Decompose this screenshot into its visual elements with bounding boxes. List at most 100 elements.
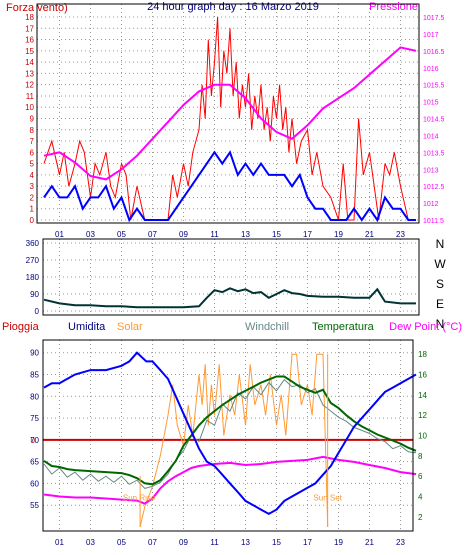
temperature-tick-label: 12: [418, 411, 427, 420]
temperature-axis-ticks: 55 60 65 70 75 80 85 90 2 4 6 8 10 12 14 16 18 01 03 05 07 09…: [30, 349, 427, 547]
humidity-tick-label: 65: [30, 458, 39, 467]
temperature-tick-label: 2: [418, 513, 423, 522]
pressure-tick-label: 1017: [423, 32, 439, 39]
temperature-tick-label: 4: [418, 493, 423, 502]
direction-series-layer: [43, 287, 416, 309]
hour-tick-label: 11: [210, 538, 219, 547]
compass-label: W: [434, 257, 446, 271]
compass-label: S: [436, 277, 444, 291]
pressure-tick-label: 1013.5: [423, 150, 445, 157]
pressure-tick-label: 1017.5: [423, 15, 445, 22]
pressure-tick-label: 1014: [423, 133, 439, 140]
wind-grid: [37, 4, 419, 223]
pressure-label: Pressione: [369, 1, 418, 13]
humidity-tick-label: 80: [30, 392, 39, 401]
direction-grid: [43, 239, 419, 315]
hour-tick-label: 13: [241, 230, 250, 239]
hour-tick-label: 21: [365, 538, 374, 547]
wind-tick-label: 1: [30, 205, 35, 214]
pressure-series-line: [43, 46, 417, 181]
direction-tick-label: 90: [30, 290, 39, 299]
hour-tick-label: 05: [117, 538, 126, 547]
wind-tick-label: 14: [25, 58, 34, 67]
hour-tick-label: 03: [86, 230, 95, 239]
direction-panel-frame: [42, 238, 420, 316]
pressure-tick-label: 1015: [423, 100, 439, 107]
wind-pressure-panel: Forza vento) 24 hour graph day : 16 Marz…: [6, 1, 445, 239]
wind-tick-label: 3: [30, 182, 35, 191]
wind-tick-label: 5: [30, 160, 35, 169]
hour-tick-label: 09: [179, 230, 188, 239]
legend-header-4: Windchill: [245, 321, 289, 333]
pressure-tick-label: 1012: [423, 201, 439, 208]
dewpoint-series-line: [43, 455, 417, 505]
humidity-series-line: [43, 351, 417, 516]
legend-header-6: Dew Point (°C): [389, 321, 462, 333]
hour-tick-label: 05: [117, 230, 126, 239]
legend-header-1: Pioggia: [2, 321, 40, 333]
legend-header-5: Temperatura: [312, 321, 375, 333]
temperature-panel-frame: [42, 339, 414, 532]
legend-header-2: Umidita: [68, 321, 106, 333]
humidity-tick-label: 85: [30, 371, 39, 380]
wind-tick-label: 9: [30, 115, 35, 124]
pressure-tick-label: 1013: [423, 167, 439, 174]
legend-header-3: Solar: [117, 321, 143, 333]
humidity-tick-label: 90: [30, 349, 39, 358]
humidity-tick-label: 60: [30, 479, 39, 488]
hour-tick-label: 07: [148, 538, 157, 547]
pressure-tick-label: 1016: [423, 66, 439, 73]
temperature-tick-label: 16: [418, 371, 427, 380]
wind-tick-label: 17: [25, 24, 34, 33]
wind-tick-label: 6: [30, 148, 35, 157]
hour-tick-label: 23: [396, 230, 405, 239]
direction-tick-label: 180: [26, 273, 40, 282]
temperature-tick-label: 8: [418, 452, 423, 461]
humidity-tick-label: 70: [30, 436, 39, 445]
wind-tick-label: 13: [25, 69, 34, 78]
temperature-panel: Pioggia Umidita Solar Windchill Temperatura D…: [2, 321, 462, 547]
pressure-tick-label: 1014.5: [423, 117, 445, 124]
wind-tick-label: 15: [25, 47, 34, 56]
graph-title: 24 hour graph day : 16 Marzo 2019: [147, 1, 319, 13]
wind-axis-ticks: 01234567891011121314151617181011.5101210…: [25, 13, 444, 239]
compass-label: N: [436, 237, 445, 251]
pressure-tick-label: 1012.5: [423, 184, 445, 191]
wind-tick-label: 0: [30, 216, 35, 225]
wind-tick-label: 12: [25, 81, 34, 90]
wind-avg-series-line: [43, 150, 416, 223]
hour-tick-label: 23: [396, 538, 405, 547]
hour-tick-label: 21: [365, 230, 374, 239]
compass-label: N: [436, 317, 445, 331]
temperature-legend: Pioggia Umidita Solar Windchill Temperatura D…: [2, 321, 462, 333]
humidity-tick-label: 55: [30, 501, 39, 510]
direction-tick-label: 360: [26, 239, 40, 248]
wind-tick-label: 7: [30, 137, 35, 146]
hour-tick-label: 11: [210, 230, 219, 239]
wind-tick-label: 11: [26, 92, 35, 101]
hour-tick-label: 07: [148, 230, 157, 239]
pressure-tick-label: 1015.5: [423, 83, 445, 90]
wind-tick-label: 18: [25, 13, 34, 22]
pressure-tick-label: 1011.5: [423, 218, 444, 225]
temperature-series-layer: [43, 351, 417, 528]
hour-tick-label: 15: [272, 230, 281, 239]
hour-tick-label: 17: [303, 538, 312, 547]
sunset-label: Sun Set: [313, 494, 342, 503]
direction-tick-label: 0: [35, 307, 40, 316]
rain-zero-label: 0: [31, 436, 36, 445]
wind-tick-label: 2: [30, 193, 35, 202]
pressure-tick-label: 1016.5: [423, 49, 445, 56]
humidity-tick-label: 75: [30, 414, 39, 423]
hour-tick-label: 01: [55, 538, 64, 547]
hour-tick-label: 19: [334, 538, 343, 547]
compass-label: E: [436, 297, 444, 311]
wind-tick-label: 8: [30, 126, 35, 135]
hour-tick-label: 13: [241, 538, 250, 547]
wind-series-layer: [43, 16, 417, 223]
temperature-tick-label: 6: [418, 472, 423, 481]
wind-tick-label: 4: [30, 171, 35, 180]
